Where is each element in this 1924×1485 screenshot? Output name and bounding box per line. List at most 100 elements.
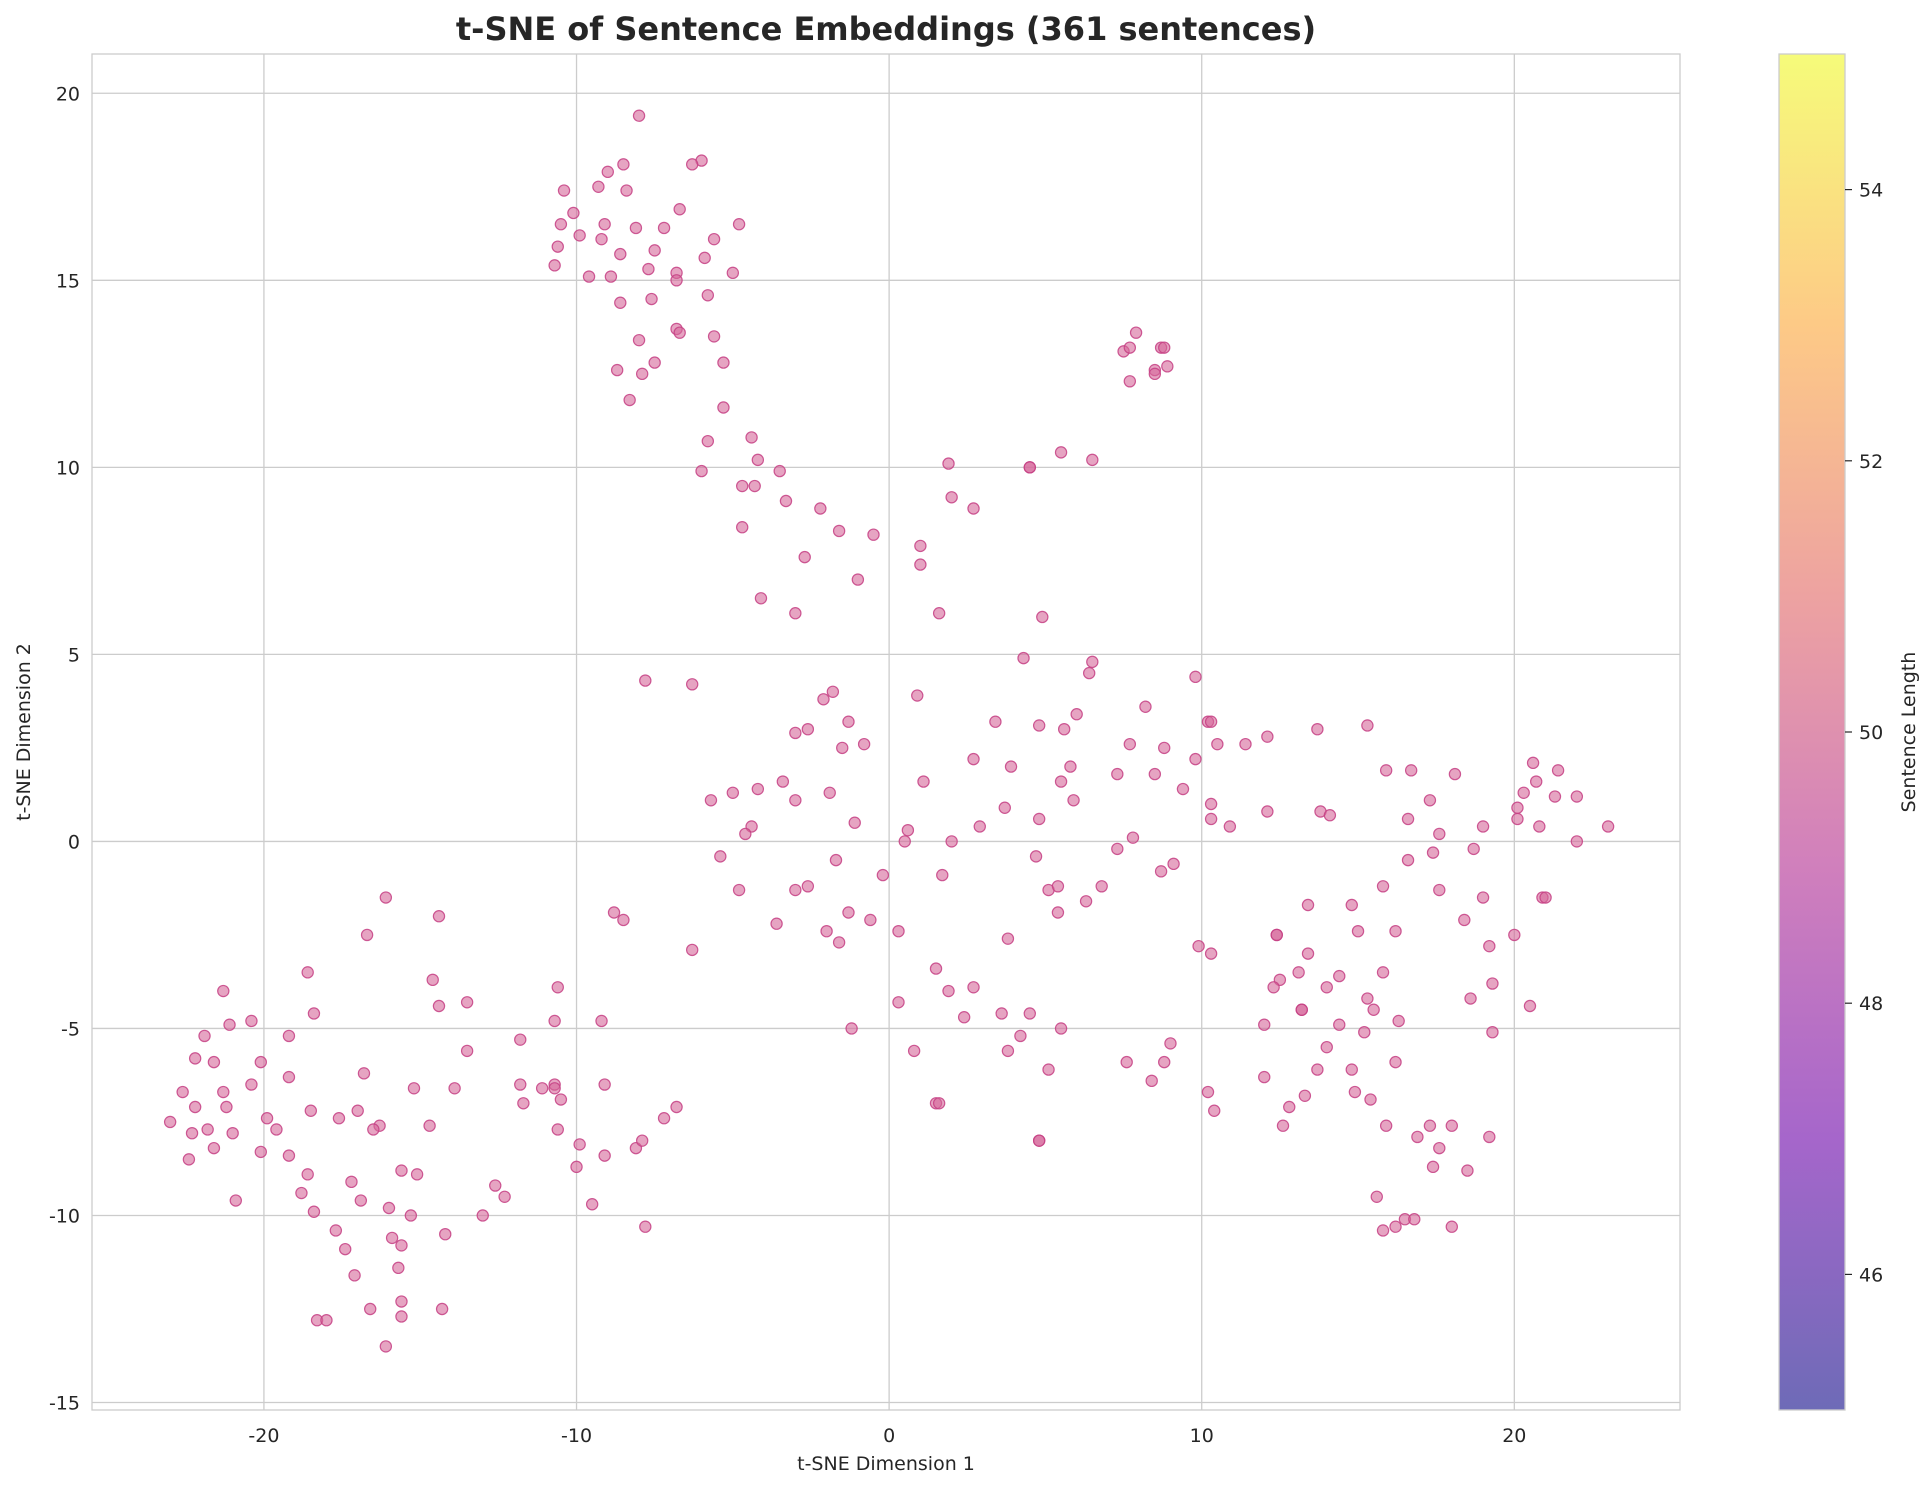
scatter-point (1001, 1044, 1015, 1058)
scatter-point (395, 1164, 408, 1177)
scatter-point (1423, 1119, 1437, 1132)
scatter-point (1261, 805, 1274, 818)
scatter-point (1345, 1063, 1358, 1076)
scatter-point (1351, 924, 1365, 938)
scatter-point (1054, 446, 1068, 459)
scatter-point (929, 962, 943, 975)
scatter-point (998, 801, 1011, 814)
scatter-point (914, 539, 927, 553)
scatter-point (548, 259, 561, 272)
scatter-point (360, 928, 374, 942)
scatter-point (989, 715, 1002, 728)
scatter-point (1517, 786, 1530, 799)
scatter-point (670, 1100, 683, 1114)
scatter-point (1204, 797, 1218, 811)
scatter-points (163, 109, 1615, 1353)
scatter-point (1283, 1100, 1296, 1114)
colorbar-tick-label: 50 (1859, 722, 1883, 744)
scatter-point (1476, 891, 1490, 904)
x-tick-label: -10 (561, 1425, 592, 1447)
scatter-point (936, 868, 949, 882)
scatter-point (339, 1242, 352, 1256)
scatter-point (907, 1044, 921, 1058)
scatter-point (301, 1168, 314, 1181)
scatter-point (1376, 1224, 1390, 1237)
scatter-point (617, 158, 630, 171)
scatter-point (573, 1138, 586, 1151)
scatter-point (1223, 820, 1237, 833)
scatter-point (629, 221, 643, 235)
scatter-point (426, 973, 439, 987)
scatter-point (1292, 966, 1305, 979)
scatter-point (1389, 1220, 1402, 1233)
colorbar-bar (1778, 53, 1846, 1411)
scatter-point (823, 786, 836, 799)
scatter-point (551, 1123, 564, 1136)
y-tick-label: 5 (68, 644, 80, 666)
scatter-point (301, 966, 314, 979)
scatter-point (282, 1029, 296, 1043)
scatter-point (754, 592, 768, 605)
scatter-point (945, 835, 958, 848)
scatter-point (354, 1194, 368, 1207)
scatter-point (726, 266, 740, 280)
colorbar-label: Sentence Length (1898, 652, 1920, 813)
scatter-point (826, 685, 840, 698)
scatter-point (1042, 1063, 1055, 1076)
scatter-point (535, 1082, 549, 1095)
scatter-point (745, 431, 758, 444)
scatter-point (614, 247, 627, 261)
scatter-point (1508, 928, 1521, 942)
scatter-point (1126, 831, 1140, 844)
scatter-point (1301, 947, 1315, 960)
scatter-point (1139, 700, 1152, 713)
scatter-point (595, 1014, 608, 1028)
scatter-point (163, 1115, 177, 1129)
scatter-point (364, 1302, 377, 1316)
scatter-point (1070, 708, 1083, 721)
scatter-point (617, 913, 630, 927)
scatter-point (967, 502, 980, 515)
scatter-point (392, 1261, 405, 1275)
scatter-point (851, 573, 865, 586)
scatter-point (1320, 981, 1333, 994)
scatter-point (1014, 1029, 1027, 1043)
scatter-point (932, 607, 946, 620)
scatter-point (1079, 895, 1093, 908)
scatter-point (898, 835, 911, 848)
colorbar-tick-label: 46 (1859, 1264, 1883, 1286)
scatter-point (1051, 880, 1065, 893)
x-axis-ticks: -20 -10 0 10 20 (248, 1425, 1526, 1447)
scatter-point (423, 1119, 436, 1132)
scatter-point (1111, 842, 1124, 856)
scatter-point (1333, 969, 1346, 983)
scatter-point (185, 1126, 199, 1140)
scatter-point (1189, 752, 1202, 766)
scatter-point (432, 999, 446, 1013)
scatter-point (1401, 853, 1415, 867)
scatter-point (1064, 760, 1077, 773)
scatter-point (701, 434, 715, 448)
scatter-point (551, 240, 564, 253)
scatter-point (1029, 850, 1043, 863)
scatter-point (673, 203, 686, 216)
scatter-point (1067, 794, 1080, 807)
scatter-point (1448, 767, 1462, 781)
scatter-point (1392, 1014, 1405, 1028)
scatter-point (1323, 809, 1337, 822)
scatter-point (379, 1340, 393, 1353)
scatter-point (1095, 880, 1108, 893)
scatter-point (639, 1220, 652, 1233)
scatter-point (245, 1078, 258, 1091)
scatter-point (188, 1052, 202, 1065)
scatter-point (1082, 666, 1096, 680)
scatter-point (832, 524, 846, 538)
scatter-point (1408, 1213, 1421, 1226)
scatter-point (1111, 767, 1124, 781)
scatter-point (670, 274, 683, 287)
scatter-point (557, 184, 571, 197)
scatter-point (1423, 794, 1437, 807)
scatter-point (685, 158, 699, 171)
scatter-point (1158, 741, 1171, 755)
scatter-point (848, 816, 861, 829)
